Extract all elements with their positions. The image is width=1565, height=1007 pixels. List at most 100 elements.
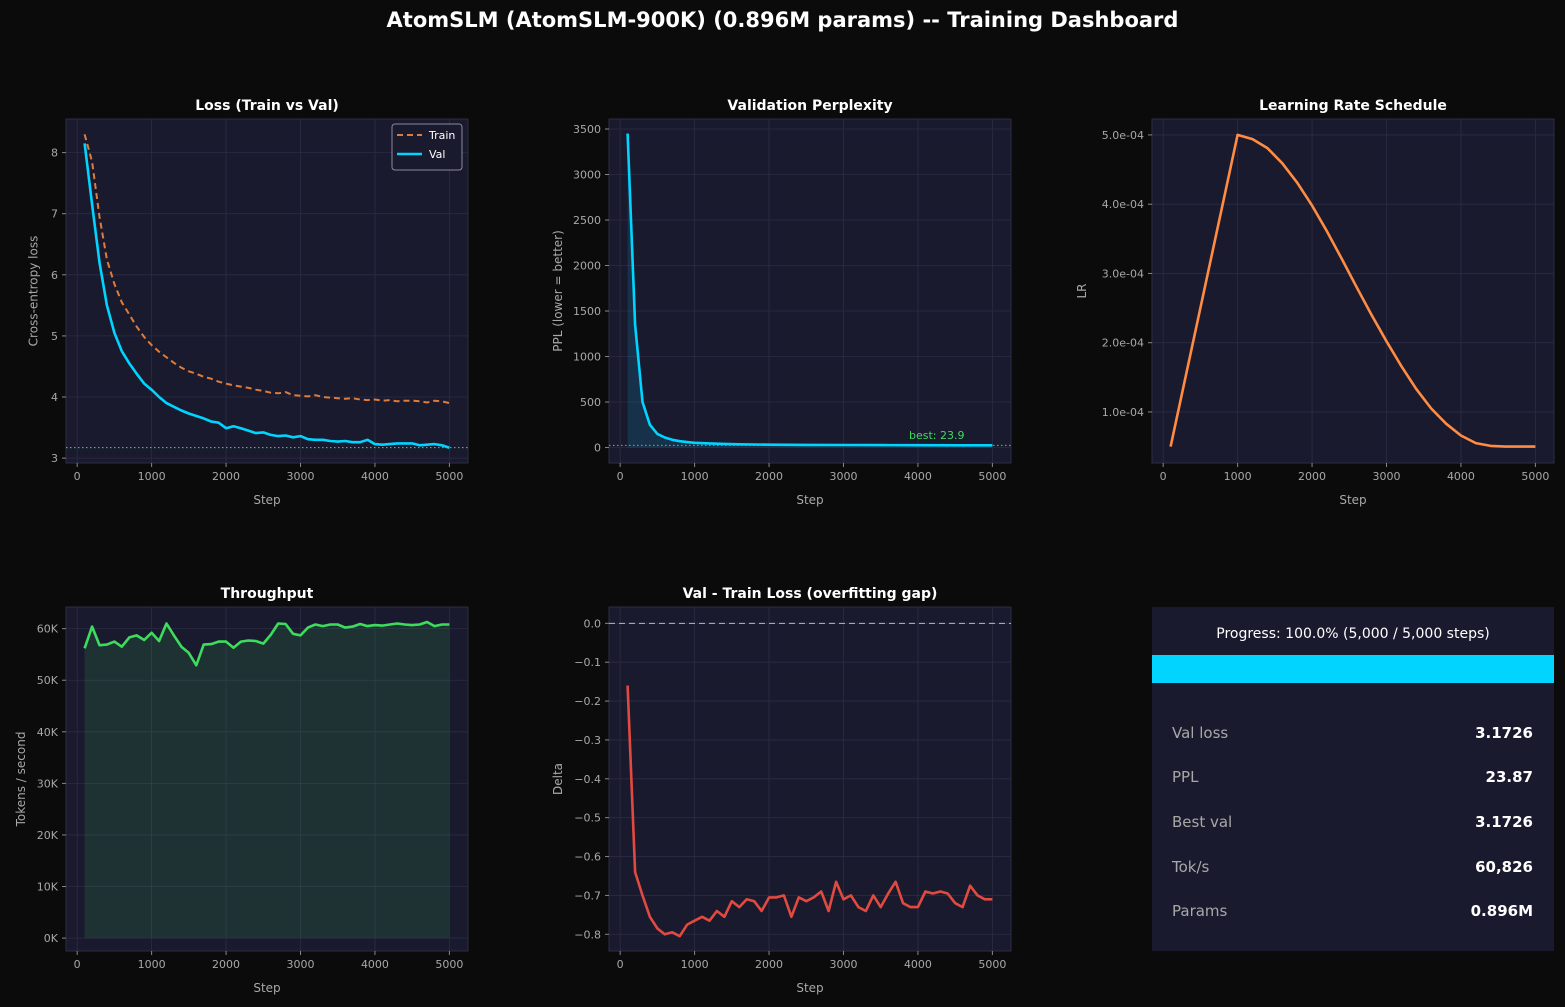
y-axis-label: PPL (lower = better) bbox=[551, 230, 565, 352]
x-tick-label: 4000 bbox=[904, 470, 932, 483]
x-tick-label: 4000 bbox=[904, 958, 932, 971]
y-tick-label: 5 bbox=[51, 330, 58, 343]
chart-title: Loss (Train vs Val) bbox=[195, 98, 339, 114]
y-tick-label: 3.0e-04 bbox=[1102, 267, 1144, 280]
stat-value: 3.1726 bbox=[1475, 724, 1533, 742]
y-tick-label: 60K bbox=[37, 623, 59, 636]
x-tick-label: 2000 bbox=[755, 958, 783, 971]
y-tick-label: 2000 bbox=[573, 260, 601, 273]
y-tick-label: 50K bbox=[37, 674, 59, 687]
x-tick-label: 5000 bbox=[1521, 470, 1549, 483]
x-tick-label: 0 bbox=[74, 958, 81, 971]
x-tick-label: 1000 bbox=[681, 958, 709, 971]
stat-value: 0.896M bbox=[1470, 902, 1533, 920]
y-tick-label: 8 bbox=[51, 147, 58, 160]
y-tick-label: −0.2 bbox=[574, 695, 601, 708]
x-tick-label: 3000 bbox=[287, 958, 315, 971]
x-tick-label: 3000 bbox=[830, 958, 858, 971]
plot-area bbox=[608, 118, 1012, 464]
x-tick-label: 0 bbox=[74, 470, 81, 483]
y-tick-label: 500 bbox=[580, 396, 601, 409]
y-tick-label: 3000 bbox=[573, 169, 601, 182]
dashboard-title: AtomSLM (AtomSLM-900K) (0.896M params) -… bbox=[386, 8, 1179, 32]
plot-area bbox=[65, 118, 469, 464]
y-tick-label: 5.0e-04 bbox=[1102, 129, 1144, 142]
y-axis-label: LR bbox=[1075, 283, 1089, 298]
y-axis-label: Cross-entropy loss bbox=[27, 236, 41, 347]
best-annotation: best: 23.9 bbox=[909, 429, 965, 442]
y-axis-label: Tokens / second bbox=[14, 732, 28, 828]
chart-title: Val - Train Loss (overfitting gap) bbox=[683, 586, 938, 602]
stat-value: 23.87 bbox=[1485, 768, 1533, 786]
x-tick-label: 0 bbox=[617, 958, 624, 971]
series-line-throughput bbox=[83, 620, 450, 667]
x-tick-label: 3000 bbox=[830, 470, 858, 483]
x-tick-label: 2000 bbox=[755, 470, 783, 483]
x-tick-label: 4000 bbox=[1447, 470, 1475, 483]
x-tick-label: 4000 bbox=[361, 470, 389, 483]
series-line-gap bbox=[626, 685, 993, 938]
x-tick-label: 1000 bbox=[138, 958, 166, 971]
stat-label: Val loss bbox=[1172, 724, 1229, 742]
stat-row-best-val: Best val 3.1726 bbox=[1172, 813, 1533, 837]
y-tick-label: 1000 bbox=[573, 351, 601, 364]
chart-title: Throughput bbox=[221, 586, 314, 602]
y-tick-label: 4 bbox=[51, 391, 58, 404]
y-tick-label: 3500 bbox=[573, 123, 601, 136]
stat-row-params: Params 0.896M bbox=[1172, 902, 1533, 926]
series-line-val bbox=[83, 143, 450, 449]
series-line-lr bbox=[1169, 133, 1536, 448]
x-axis-label: Step bbox=[796, 493, 823, 507]
x-tick-label: 5000 bbox=[435, 470, 463, 483]
y-tick-label: 7 bbox=[51, 208, 58, 221]
stat-label: PPL bbox=[1172, 768, 1199, 786]
x-axis-label: Step bbox=[796, 981, 823, 995]
progress-bar bbox=[1152, 655, 1554, 683]
y-tick-label: 6 bbox=[51, 269, 58, 282]
x-tick-label: 2000 bbox=[212, 470, 240, 483]
y-tick-label: −0.1 bbox=[574, 656, 601, 669]
x-tick-label: 1000 bbox=[1224, 470, 1252, 483]
y-tick-label: −0.4 bbox=[574, 773, 601, 786]
legend-label: Train bbox=[428, 129, 455, 142]
series-line-ppl bbox=[626, 133, 993, 447]
x-tick-label: 1000 bbox=[138, 470, 166, 483]
x-tick-label: 5000 bbox=[978, 470, 1006, 483]
y-tick-label: −0.5 bbox=[574, 812, 601, 825]
stat-row-tok-per-s: Tok/s 60,826 bbox=[1172, 858, 1533, 882]
stat-value: 60,826 bbox=[1475, 858, 1533, 876]
y-tick-label: −0.6 bbox=[574, 851, 601, 864]
progress-text: Progress: 100.0% (5,000 / 5,000 steps) bbox=[1216, 626, 1490, 642]
x-tick-label: 3000 bbox=[287, 470, 315, 483]
stat-label: Params bbox=[1172, 902, 1228, 920]
x-tick-label: 3000 bbox=[1373, 470, 1401, 483]
y-tick-label: 4.0e-04 bbox=[1102, 198, 1144, 211]
series-area-fill bbox=[84, 622, 450, 939]
plot-area bbox=[1151, 118, 1555, 464]
x-axis-label: Step bbox=[253, 981, 280, 995]
stat-label: Tok/s bbox=[1172, 858, 1210, 876]
y-tick-label: 1.0e-04 bbox=[1102, 406, 1144, 419]
y-tick-label: 0 bbox=[594, 442, 601, 455]
chart-loss: 0 1000 2000 3000 4000 5000 3 4 5 6 7 8 Loss (Train v… bbox=[27, 98, 469, 507]
chart-title: Validation Perplexity bbox=[727, 98, 892, 114]
x-tick-label: 2000 bbox=[212, 958, 240, 971]
x-tick-label: 0 bbox=[617, 470, 624, 483]
y-tick-label: 1500 bbox=[573, 305, 601, 318]
y-tick-label: 2.0e-04 bbox=[1102, 337, 1144, 350]
y-tick-label: −0.8 bbox=[574, 928, 601, 941]
chart-title: Learning Rate Schedule bbox=[1259, 98, 1447, 114]
y-tick-label: 20K bbox=[37, 829, 59, 842]
progress-panel: Progress: 100.0% (5,000 / 5,000 steps) V… bbox=[1152, 607, 1554, 951]
x-axis-label: Step bbox=[1339, 493, 1366, 507]
y-tick-label: 2500 bbox=[573, 214, 601, 227]
y-tick-label: 10K bbox=[37, 881, 59, 894]
y-tick-label: 30K bbox=[37, 777, 59, 790]
x-tick-label: 4000 bbox=[361, 958, 389, 971]
x-tick-label: 5000 bbox=[978, 958, 1006, 971]
x-tick-label: 5000 bbox=[435, 958, 463, 971]
stat-value: 3.1726 bbox=[1475, 813, 1533, 831]
y-tick-label: 3 bbox=[51, 452, 58, 465]
y-tick-label: 0.0 bbox=[584, 617, 602, 630]
